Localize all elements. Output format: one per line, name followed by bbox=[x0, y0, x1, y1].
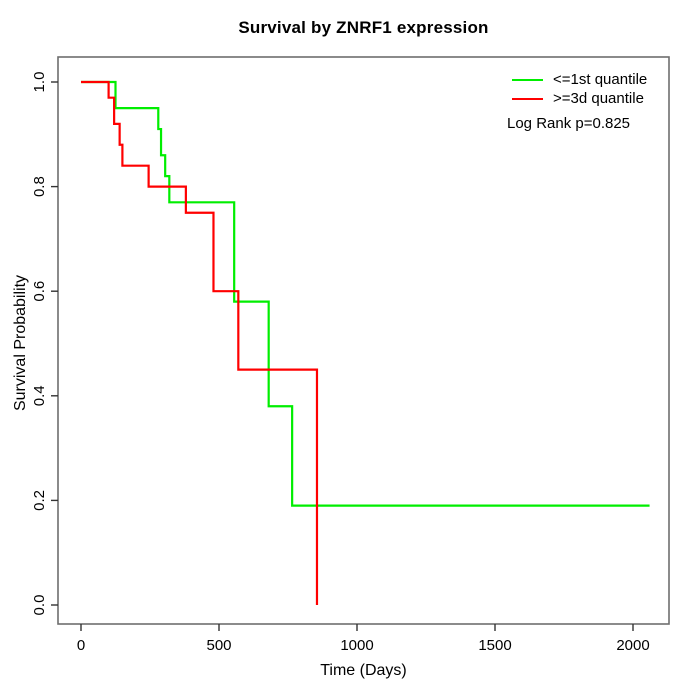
survival-curve-green bbox=[81, 80, 650, 507]
x-tick-label: 1500 bbox=[478, 637, 511, 654]
x-tick-label: 500 bbox=[206, 637, 231, 654]
legend-label-third-quantile: >=3d quantile bbox=[553, 90, 644, 107]
chart-title: Survival by ZNRF1 expression bbox=[238, 18, 489, 37]
y-tick-label: 0.2 bbox=[31, 490, 48, 511]
y-tick-label: 0.6 bbox=[31, 281, 48, 302]
legend-label-first-quantile: <=1st quantile bbox=[553, 71, 648, 88]
x-tick-label: 2000 bbox=[616, 637, 649, 654]
x-tick-label: 0 bbox=[77, 637, 85, 654]
legend-line-red bbox=[512, 98, 543, 100]
y-tick-label: 0.4 bbox=[31, 385, 48, 406]
survival-curve-red bbox=[81, 80, 319, 605]
plot-frame bbox=[57, 56, 670, 625]
log-rank-annotation: Log Rank p=0.825 bbox=[507, 115, 631, 132]
x-tick-label: 1000 bbox=[340, 637, 373, 654]
x-axis-label: Time (Days) bbox=[320, 662, 407, 679]
y-tick-label: 0.0 bbox=[31, 595, 48, 616]
legend-line-green bbox=[512, 79, 543, 81]
y-tick-label: 0.8 bbox=[31, 176, 48, 197]
y-tick-label: 1.0 bbox=[31, 72, 48, 93]
